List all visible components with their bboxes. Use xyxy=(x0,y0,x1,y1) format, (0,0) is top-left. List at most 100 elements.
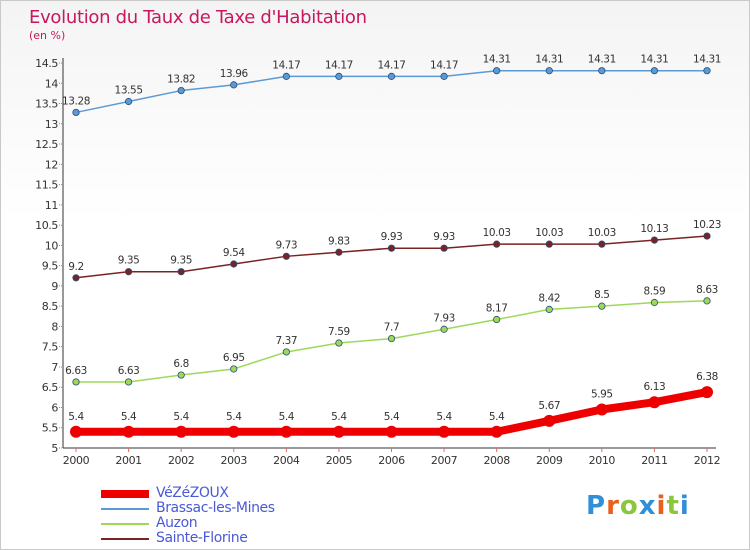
data-label: 7.7 xyxy=(384,322,400,334)
data-label: 13.28 xyxy=(62,95,90,107)
data-label: 9.73 xyxy=(275,239,297,251)
data-point xyxy=(227,425,240,438)
data-point xyxy=(493,67,501,75)
data-point xyxy=(72,108,80,117)
x-tick-label: 2008 xyxy=(483,454,510,467)
data-point xyxy=(703,297,711,305)
data-label: 5.4 xyxy=(121,411,137,423)
legend-label: VéZéZOUX xyxy=(156,485,229,501)
x-tick-label: 2007 xyxy=(431,454,458,467)
data-label: 13.55 xyxy=(115,85,143,97)
y-tick-label: 6.5 xyxy=(42,381,59,394)
data-label: 9.54 xyxy=(223,247,245,259)
y-tick-label: 9.5 xyxy=(42,260,59,273)
data-point xyxy=(387,72,396,80)
y-tick-label: 5.5 xyxy=(42,422,59,435)
data-point xyxy=(598,67,606,75)
data-point xyxy=(490,425,503,438)
data-point xyxy=(282,72,290,80)
legend: VéZéZOUX Brassac-les-Mines Auzon Sainte-Flo… xyxy=(101,486,275,546)
data-label: 6.95 xyxy=(223,352,245,364)
legend-label: Auzon xyxy=(156,515,198,531)
legend-swatch xyxy=(101,537,149,540)
data-point xyxy=(440,325,448,333)
y-tick-label: 12 xyxy=(45,158,58,171)
data-point xyxy=(335,248,343,256)
data-label: 14.17 xyxy=(325,59,353,71)
x-tick-label: 2005 xyxy=(326,454,353,467)
x-tick-label: 2004 xyxy=(273,454,300,467)
data-label: 7.59 xyxy=(328,326,350,338)
data-label: 9.93 xyxy=(433,231,455,243)
data-point xyxy=(177,371,185,379)
chart-subtitle: (en %) xyxy=(29,29,66,42)
data-point xyxy=(230,81,238,89)
data-point xyxy=(124,268,133,276)
series-auzon: 6.63 6.63 6.8 6.95 7.37 7.59 7.7 7.93 8.17 8.42 8.… xyxy=(65,284,718,386)
y-tick-label: 10 xyxy=(45,239,59,252)
data-label: 8.5 xyxy=(594,289,610,301)
data-point xyxy=(650,67,659,75)
data-label: 5.4 xyxy=(384,411,400,423)
proxiti-logo: Proxiti xyxy=(586,491,690,521)
data-label: 6.63 xyxy=(65,365,87,377)
data-point xyxy=(335,339,343,347)
data-point xyxy=(650,298,659,307)
legend-swatch xyxy=(101,522,149,525)
data-point xyxy=(335,72,343,80)
data-label: 14.17 xyxy=(377,59,405,71)
x-tick-label: 2006 xyxy=(378,454,405,467)
series-brassac-les-mines: 13.28 13.55 13.82 13.96 14.17 14.17 14.17 14.17… xyxy=(62,54,721,117)
x-tick-label: 2010 xyxy=(589,454,616,467)
data-label: 9.83 xyxy=(328,235,350,247)
data-point xyxy=(385,425,398,438)
data-label: 9.2 xyxy=(68,261,84,273)
data-label: 6.8 xyxy=(173,358,189,370)
x-tick-label: 2002 xyxy=(168,454,194,467)
data-label: 10.13 xyxy=(640,223,668,235)
data-label: 5.4 xyxy=(279,411,295,423)
data-point xyxy=(545,240,553,248)
data-label: 8.17 xyxy=(486,303,508,315)
data-point xyxy=(387,334,396,343)
logo-letter: i xyxy=(679,491,690,521)
data-point xyxy=(282,252,290,260)
y-tick-label: 14 xyxy=(45,77,59,90)
legend-label: Brassac-les-Mines xyxy=(156,500,275,516)
x-tick-label: 2011 xyxy=(641,454,667,467)
data-label: 14.17 xyxy=(272,59,300,71)
y-tick-label: 12.5 xyxy=(35,138,58,151)
chart-title: Evolution du Taux de Taxe d'Habitation xyxy=(29,7,367,28)
data-label: 5.95 xyxy=(591,389,613,401)
logo-letter: t xyxy=(666,491,680,521)
data-label: 5.4 xyxy=(436,411,452,423)
data-point xyxy=(72,274,80,282)
data-label: 13.82 xyxy=(167,74,195,86)
data-label: 5.4 xyxy=(226,411,242,423)
data-label: 13.96 xyxy=(220,68,249,80)
data-label: 14.31 xyxy=(693,54,721,66)
data-label: 10.03 xyxy=(588,227,616,239)
series-sainte-florine: 9.2 9.35 9.35 9.54 9.73 9.83 9.93 9.93 10.03 10.0… xyxy=(68,219,721,282)
y-tick-label: 7.5 xyxy=(42,341,59,354)
data-point xyxy=(332,425,345,438)
data-label: 9.93 xyxy=(381,231,403,243)
y-tick-label: 7 xyxy=(51,361,58,374)
data-label: 8.59 xyxy=(644,286,666,298)
data-label: 6.38 xyxy=(696,371,718,383)
logo-letter: i xyxy=(656,491,667,521)
logo-letter: o xyxy=(619,491,639,521)
data-label: 7.37 xyxy=(275,335,297,347)
y-tick-label: 10.5 xyxy=(35,219,58,232)
data-label: 9.35 xyxy=(170,255,192,267)
data-point xyxy=(230,260,238,268)
data-label: 14.31 xyxy=(640,54,668,66)
data-point xyxy=(598,302,606,310)
data-point xyxy=(70,425,82,438)
data-label: 8.42 xyxy=(538,292,560,304)
logo-letter: P xyxy=(586,491,607,521)
y-tick-label: 11.5 xyxy=(35,179,58,192)
data-label: 14.31 xyxy=(535,54,563,66)
data-point xyxy=(230,365,238,373)
data-label: 10.23 xyxy=(693,219,721,231)
